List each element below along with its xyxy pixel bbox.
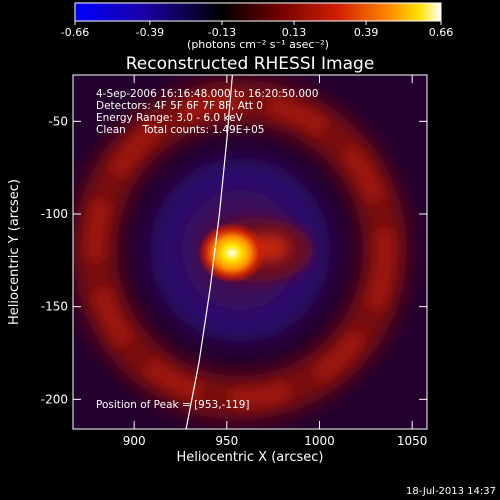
colorbar-tick-label: -0.66 bbox=[61, 26, 89, 39]
y-tick-label: -150 bbox=[41, 300, 68, 314]
y-axis: -50 -100 -150 -200 bbox=[41, 114, 427, 406]
annotation-detectors: Detectors: 4F 5F 6F 7F 8F, Att 0 bbox=[96, 100, 263, 112]
colorbar bbox=[74, 2, 442, 22]
y-tick-label: -200 bbox=[41, 392, 68, 406]
colorbar-tick-label: -0.13 bbox=[208, 26, 236, 39]
x-axis-label: Heliocentric X (arcsec) bbox=[177, 450, 324, 465]
annotation-clean: Clean Total counts: 1.49E+05 bbox=[96, 124, 265, 136]
y-axis-label: Heliocentric Y (arcsec) bbox=[7, 179, 22, 325]
y-tick-label: -100 bbox=[41, 207, 68, 221]
colorbar-tick-label: -0.39 bbox=[136, 26, 164, 39]
annotation-time: 4-Sep-2006 16:16:48.000 to 16:20:50.000 bbox=[96, 88, 318, 100]
x-tick-label: 950 bbox=[215, 434, 238, 448]
x-tick-label: 1000 bbox=[304, 434, 335, 448]
x-axis: 900 950 1000 1050 bbox=[123, 75, 428, 448]
solar-limb-arc bbox=[185, 75, 233, 429]
colorbar-tick-label: 0.39 bbox=[354, 26, 379, 39]
colorbar-tick-label: 0.13 bbox=[282, 26, 307, 39]
colorbar-units: (photons cm⁻² s⁻¹ asec⁻²) bbox=[187, 38, 329, 51]
plot-frame bbox=[72, 74, 428, 430]
chart-title: Reconstructed RHESSI Image bbox=[126, 54, 375, 74]
annotation-peak: Position of Peak = [953,-119] bbox=[96, 399, 250, 411]
x-tick-label: 900 bbox=[123, 434, 146, 448]
footer-timestamp: 18-Jul-2013 14:37 bbox=[406, 486, 496, 497]
x-tick-label: 1050 bbox=[397, 434, 428, 448]
annotation-energy: Energy Range: 3.0 - 6.0 keV bbox=[96, 112, 244, 124]
colorbar-tick-label: 0.66 bbox=[429, 26, 454, 39]
colorbar-ticks: -0.66 -0.39 -0.13 0.13 0.39 0.66 bbox=[61, 21, 453, 39]
y-tick-label: -50 bbox=[48, 114, 68, 128]
